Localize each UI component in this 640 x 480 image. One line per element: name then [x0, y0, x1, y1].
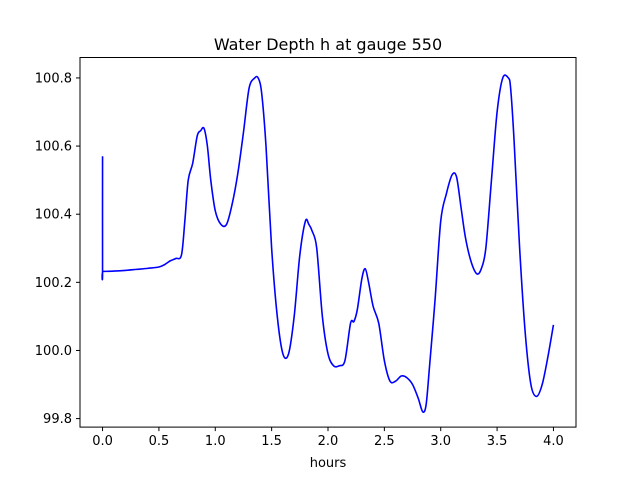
x-axis-ticks: 0.0 0.5 1.0 1.5 2.0 2.5 3.0 3.5 4.0	[92, 427, 564, 449]
series-layer	[101, 74, 555, 413]
series-line-0	[101, 74, 555, 413]
y-tick-label: 99.8	[43, 412, 72, 427]
x-tick-label: 3.0	[430, 434, 451, 449]
x-tick-label: 4.0	[543, 434, 564, 449]
y-tick-label: 100.4	[35, 208, 72, 223]
y-tick-label: 100.0	[35, 344, 72, 359]
chart-title: Water Depth h at gauge 550	[214, 35, 442, 54]
y-tick-label: 100.2	[35, 276, 72, 291]
x-tick-label: 3.5	[487, 434, 508, 449]
x-tick-label: 0.0	[92, 434, 113, 449]
y-tick-label: 100.6	[35, 140, 72, 155]
plot-area-frame	[79, 57, 577, 428]
x-tick-label: 1.5	[261, 434, 282, 449]
x-tick-label: 2.5	[374, 434, 395, 449]
x-tick-label: 2.0	[318, 434, 339, 449]
x-axis-title: hours	[310, 456, 347, 471]
x-tick-label: 1.0	[205, 434, 226, 449]
y-axis-ticks: 99.8 100.0 100.2 100.4 100.6 100.8	[35, 71, 80, 427]
y-tick-label: 100.8	[35, 71, 72, 86]
x-tick-label: 0.5	[149, 434, 170, 449]
